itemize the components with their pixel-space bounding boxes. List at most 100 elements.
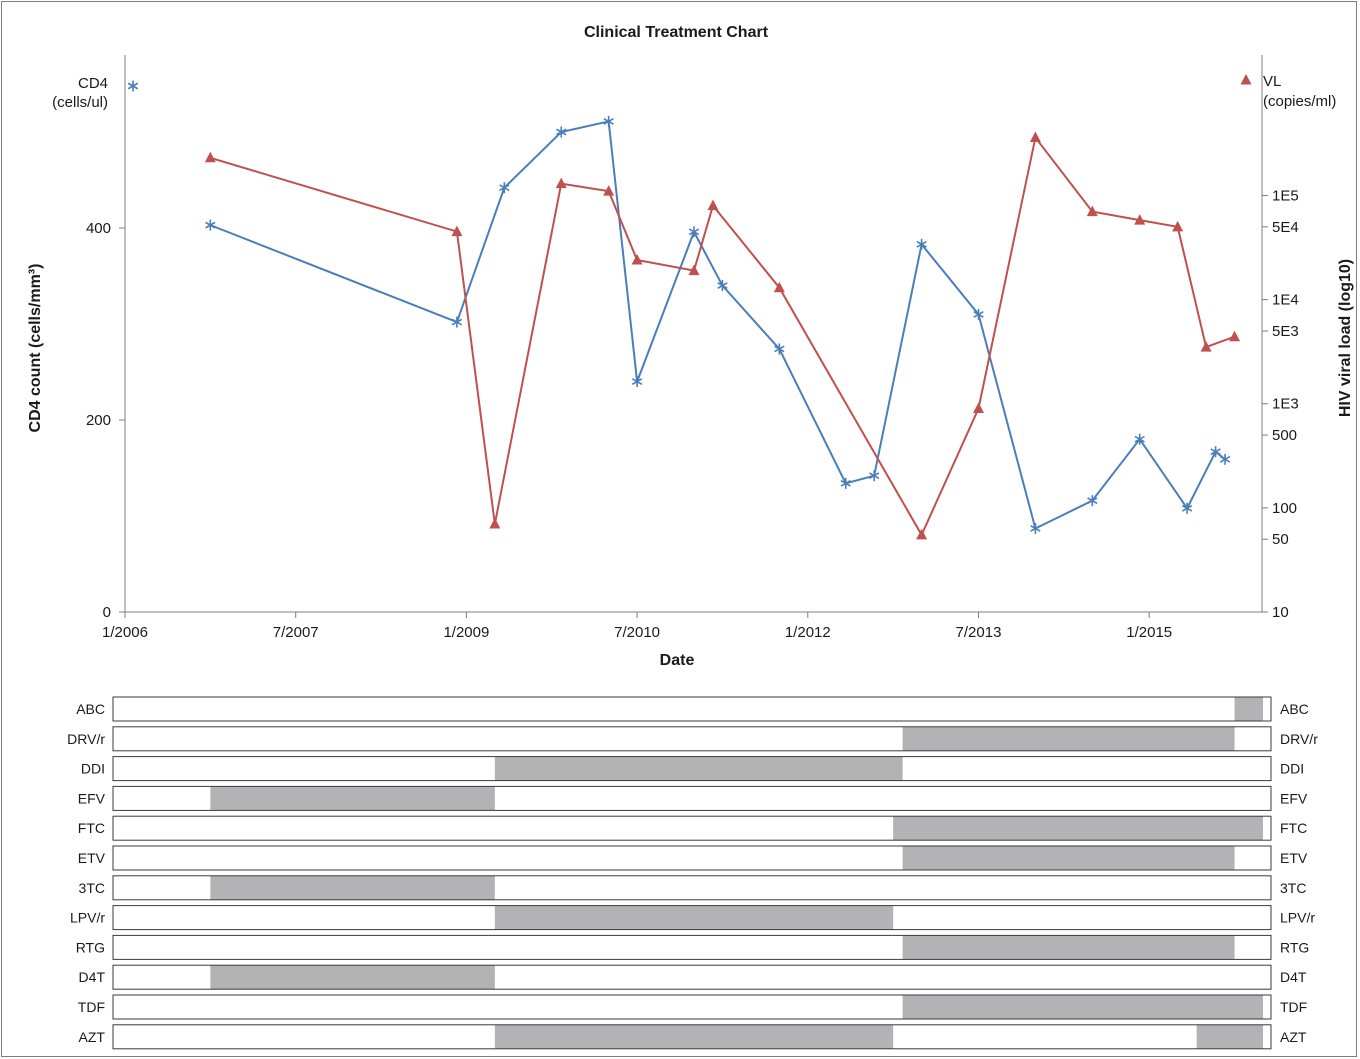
x-tick-label: 7/2007: [273, 624, 319, 641]
regimen-period-bar: [902, 935, 1235, 960]
data-point-vl: [489, 517, 501, 529]
legend-cd4-marker: [127, 80, 139, 92]
data-point-cd4: [916, 238, 927, 250]
regimen-layer: ABC ABC DRV/r DRV/r DDI DDI EFV EFV FTC FTC ETV ETV…: [67, 696, 1318, 1050]
data-point-cd4: [1181, 502, 1193, 514]
regimen-period-bar: [902, 846, 1235, 870]
data-point-vl: [631, 254, 643, 265]
regimen-row: EFV EFV: [78, 785, 1308, 811]
legend-vl-unit: (copies/ml): [1263, 93, 1336, 110]
x-tick-label: 1/2006: [102, 624, 148, 641]
x-tick-label: 7/2010: [614, 624, 660, 641]
regimen-row: RTG RTG: [76, 934, 1309, 960]
regimen-period-bar: [210, 875, 495, 900]
x-tick-label: 1/2015: [1126, 624, 1172, 641]
regimen-label-left: D4T: [79, 969, 106, 985]
x-tick-label: 7/2013: [956, 624, 1002, 641]
regimen-label-right: DDI: [1280, 761, 1304, 777]
data-point-vl: [916, 528, 928, 540]
regimen-row-frame: [112, 934, 1272, 960]
regimen-period-bar: [1196, 1024, 1263, 1049]
regimen-label-left: RTG: [76, 939, 105, 955]
regimen-label-right: FTC: [1280, 820, 1307, 836]
regimen-row: D4T D4T: [79, 964, 1307, 990]
regimen-label-right: 3TC: [1280, 880, 1306, 896]
regimen-row: LPV/r LPV/r: [70, 905, 1315, 931]
y2-tick-label: 5E4: [1272, 219, 1299, 236]
regimen-period-bar: [494, 1024, 894, 1049]
data-point-cd4: [451, 316, 463, 328]
data-point-vl: [707, 199, 719, 211]
data-point-vl: [1229, 330, 1241, 342]
data-point-vl: [204, 151, 216, 163]
regimen-period-bar: [210, 786, 495, 811]
legend-vl: VL (copies/ml): [1240, 73, 1336, 110]
legend-vl-triangle: [1240, 74, 1252, 85]
data-point-vl: [603, 185, 615, 196]
data-point-vl: [1029, 131, 1041, 143]
data-point-cd4: [1030, 522, 1041, 534]
regimen-label-left: 3TC: [79, 880, 105, 896]
regimen-period-bar: [494, 756, 903, 781]
data-point-cd4: [717, 280, 728, 292]
y2-tick-label: 1E4: [1272, 292, 1299, 309]
regimen-label-left: LPV/r: [70, 910, 105, 926]
y2-tick-label: 50: [1272, 531, 1289, 548]
regimen-label-right: D4T: [1280, 969, 1307, 985]
y2-tick-label: 1E5: [1272, 187, 1299, 204]
regimen-row: ETV ETV: [78, 845, 1308, 871]
data-point-cd4: [205, 219, 216, 231]
regimen-row: AZT AZT: [79, 1024, 1307, 1050]
data-point-cd4: [1210, 446, 1221, 458]
regimen-row-frame: [112, 875, 1272, 901]
x-axis-label: Date: [660, 652, 695, 669]
data-point-vl: [773, 281, 785, 293]
series-line-cd4: [209, 120, 1226, 530]
regimen-period-bar: [893, 816, 1263, 841]
data-point-cd4: [556, 126, 567, 138]
data-point-vl: [1134, 214, 1146, 225]
regimen-row-frame: [112, 696, 1272, 722]
y-axis-label: CD4 count (cells/mm³): [27, 264, 44, 433]
regimen-row: ABC ABC: [76, 696, 1309, 722]
data-point-cd4: [1087, 495, 1098, 507]
regimen-label-left: AZT: [79, 1029, 106, 1045]
data-point-vl: [1172, 220, 1184, 232]
regimen-row-frame: [112, 994, 1272, 1020]
y-tick-label: 200: [86, 412, 111, 429]
regimen-row-frame: [112, 845, 1272, 871]
regimen-label-right: ABC: [1280, 701, 1309, 717]
legend-cd4-label: CD4: [78, 75, 108, 92]
y2-tick-label: 500: [1272, 427, 1297, 444]
y2-axis-label: HIV viral load (log10): [1337, 259, 1354, 417]
regimen-row-frame: [112, 756, 1272, 782]
regimen-row-frame: [112, 815, 1272, 841]
y2-tick-label: 5E3: [1272, 323, 1299, 340]
regimen-row: FTC FTC: [78, 815, 1307, 841]
y2-tick-label: 1E3: [1272, 396, 1299, 413]
regimen-period-bar: [902, 995, 1263, 1019]
data-point-vl: [1086, 205, 1098, 217]
y-tick-label: 0: [103, 604, 111, 621]
y2-tick-label: 10: [1272, 604, 1289, 621]
regimen-row-frame: [112, 964, 1272, 990]
regimen-label-right: DRV/r: [1280, 731, 1318, 747]
regimen-label-left: TDF: [78, 999, 105, 1015]
data-point-cd4: [868, 470, 880, 482]
regimen-label-left: DRV/r: [67, 731, 105, 747]
legend-vl-marker: [1240, 74, 1252, 85]
regimen-label-right: ETV: [1280, 850, 1308, 866]
regimen-period-bar: [902, 726, 1235, 751]
regimen-row: DDI DDI: [81, 756, 1304, 782]
data-point-cd4: [973, 308, 984, 320]
y2-tick-label: 100: [1272, 500, 1297, 517]
chart-title: Clinical Treatment Chart: [584, 24, 769, 41]
regimen-row-frame: [112, 1024, 1272, 1050]
data-point-cd4: [631, 376, 643, 388]
data-point-vl: [555, 177, 567, 189]
legend-cd4-asterisk: [127, 80, 139, 92]
series-layer: [204, 115, 1241, 540]
legend-cd4-unit: (cells/ul): [52, 94, 108, 111]
regimen-row: DRV/r DRV/r: [67, 726, 1318, 752]
